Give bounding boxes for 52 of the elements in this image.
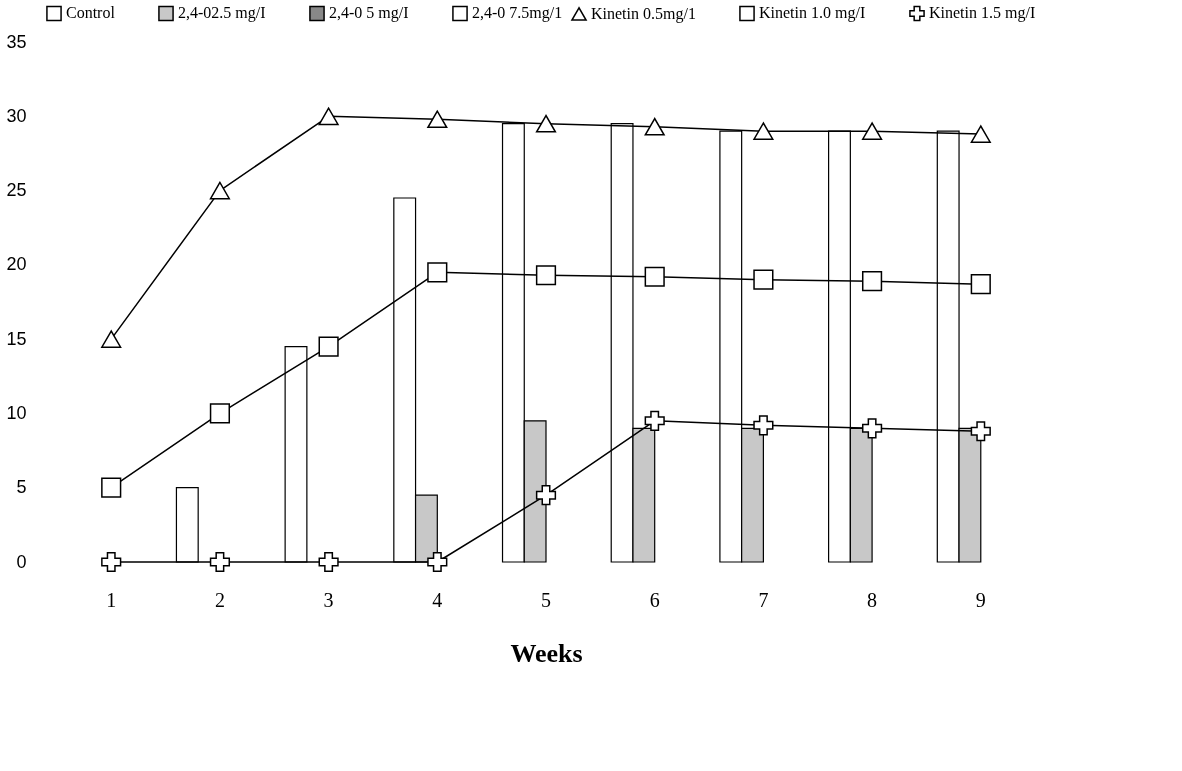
point (753, 415, 774, 436)
y-tick-label: 15 (6, 328, 27, 349)
legend-label: Kinetin 1.0 mg/I (759, 4, 866, 23)
point (427, 551, 448, 573)
legend-label: Control (66, 4, 116, 22)
legend-label: 2,4-02.5 mg/I (178, 4, 266, 23)
y-tick-label: 0 (16, 551, 27, 572)
y-tick-label: 20 (6, 254, 27, 275)
point (209, 181, 231, 200)
x-tick-label: 4 (432, 588, 443, 611)
point (861, 418, 883, 439)
x-tick-label: 9 (975, 588, 986, 611)
point (535, 485, 557, 506)
point (970, 274, 991, 295)
point (209, 551, 231, 573)
point (644, 266, 665, 287)
y-tick-label: 5 (16, 477, 27, 498)
x-tick-label: 6 (649, 588, 660, 611)
point (318, 336, 339, 357)
point (318, 551, 339, 573)
legend-label: 2,4-0 7.5mg/1 (472, 4, 563, 23)
legend-label: Kinetin 1.5 mg/I (929, 4, 1036, 23)
point (101, 330, 122, 348)
point (970, 125, 991, 143)
point (209, 403, 231, 424)
y-tick-label: 25 (6, 180, 27, 201)
point (427, 262, 448, 283)
point (644, 410, 665, 431)
x-axis-title: Weeks (510, 638, 583, 668)
point (535, 265, 557, 286)
point (427, 110, 448, 129)
x-tick-label: 7 (758, 588, 769, 611)
x-tick-label: 8 (867, 588, 878, 611)
point (753, 269, 774, 290)
point (644, 117, 665, 136)
point (101, 477, 122, 498)
x-tick-label: 1 (106, 588, 117, 611)
y-tick-label: 30 (6, 105, 27, 126)
point (318, 107, 339, 126)
point (970, 421, 991, 442)
x-tick-label: 3 (323, 588, 334, 611)
y-tick-label: 35 (6, 31, 27, 52)
point (753, 122, 774, 140)
point (101, 551, 122, 573)
x-tick-label: 5 (541, 588, 551, 611)
x-tick-label: 2 (214, 588, 225, 611)
point (535, 114, 557, 133)
legend-label: Kinetin 0.5mg/1 (591, 4, 696, 23)
point (861, 122, 883, 140)
y-tick-label: 10 (6, 402, 27, 423)
legend-label: 2,4-0 5 mg/I (329, 4, 409, 23)
point (861, 271, 883, 292)
